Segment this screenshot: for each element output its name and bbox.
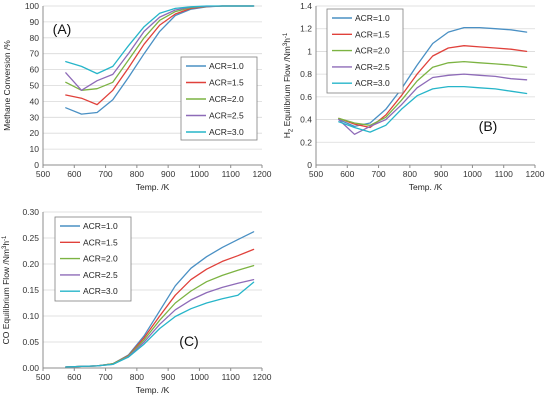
y-tick-label: 0.6 [300,92,312,102]
y-tick-label: 10 [30,144,40,154]
series-line-2 [338,45,528,129]
legend-entry-4: ACR=2.5 [355,62,390,72]
legend-entry-1: ACR=1.0 [83,221,118,231]
y-tick-label: 0.20 [22,259,39,269]
y-tick-label: 1.4 [300,1,312,11]
x-tick-label: 800 [130,169,144,179]
y-tick-label: 80 [30,33,40,43]
chart-panel-2: 500 600 700 800 900 1000 1100 1200 0 0.2 0.4 0.6 0.8… [282,1,545,192]
legend-entry-4: ACR=2.5 [83,270,118,280]
y-tick-label: 60 [30,65,40,75]
legend-entry-2: ACR=1.5 [355,29,390,39]
x-tick-label: 1200 [253,372,272,382]
y-tick-label: 70 [30,49,40,59]
y-tick-label: 1 [307,46,312,56]
legend-entry-1: ACR=1.0 [355,13,390,23]
x-tick-label: 600 [67,169,81,179]
x-tick-label: 1100 [222,169,241,179]
panel-label: (A) [53,21,72,37]
x-tick-label: 900 [161,372,175,382]
y-axis-label-part: -1 [283,32,289,38]
legend-entry-1: ACR=1.0 [209,61,244,71]
y-tick-label: 90 [30,17,40,27]
y-tick-label: 0.15 [22,285,39,295]
legend-entry-5: ACR=3.0 [209,127,244,137]
y-axis-label-part: -1 [2,235,8,241]
y-tick-label: 0.00 [22,363,39,373]
y-axis-label-part: Equilibrium Flow /Nm [282,46,292,129]
x-tick-label: 1000 [190,169,209,179]
x-tick-label: 500 [36,169,50,179]
x-tick-label: 1200 [253,169,272,179]
y-tick-label: 20 [30,128,40,138]
legend-entry-2: ACR=1.5 [209,78,244,88]
legend-entry-3: ACR=2.0 [355,46,390,56]
x-tick-label: 900 [434,169,448,179]
x-tick-label: 1000 [190,372,209,382]
y-axis-label-part: CO Equilibrium Flow /Nm [1,249,11,344]
y-tick-label: 40 [30,96,40,106]
x-tick-label: 800 [130,372,144,382]
y-axis-label-part: H [282,132,292,138]
y-tick-label: 1.2 [300,24,312,34]
series-line-5 [338,85,528,133]
series-line-3 [338,60,528,126]
y-tick-label: 0 [34,160,39,170]
series-line-1 [338,26,528,128]
x-axis-label: Temp. /K [409,182,443,192]
x-tick-label: 500 [309,169,323,179]
chart-panel-1: 500 600 700 800 900 1000 1100 1200 0 10 20 30 40 50 60… [2,1,272,192]
legend-entry-2: ACR=1.5 [83,237,118,247]
legend-entry-5: ACR=3.0 [83,286,118,296]
y-tick-label: 0.2 [300,137,312,147]
y-tick-label: 100 [25,1,39,11]
x-tick-label: 800 [403,169,417,179]
y-axis-label-part: 3 [2,245,8,249]
y-axis-label: Methane Conversion /% [2,40,12,131]
y-tick-label: 30 [30,112,40,122]
series-line-5 [65,5,255,75]
x-tick-label: 500 [36,372,50,382]
y-tick-label: 0 [307,160,312,170]
y-axis-label: H2 Equilibrium Flow /Nm3h-1 [282,32,295,138]
x-tick-label: 1100 [222,372,241,382]
y-tick-label: 0.8 [300,69,312,79]
x-tick-label: 1100 [495,169,514,179]
y-axis-label-part: h [1,241,11,246]
x-tick-label: 1000 [463,169,482,179]
y-tick-label: 0.25 [22,233,39,243]
legend-entry-4: ACR=2.5 [209,111,244,121]
x-tick-label: 1200 [526,169,545,179]
series-line-5 [65,281,255,368]
x-axis-label: Temp. /K [136,182,170,192]
legend-entry-3: ACR=2.0 [83,254,118,264]
y-tick-label: 0.30 [22,207,39,217]
y-axis-label: CO Equilibrium Flow /Nm3h-1 [1,235,11,344]
x-tick-label: 600 [67,372,81,382]
y-axis-label-part: 3 [283,42,289,46]
chart-panel-3: 500 600 700 800 900 1000 1100 1200 0.00 0.05 0.10 0… [1,207,272,395]
x-tick-label: 700 [98,169,112,179]
x-tick-label: 900 [161,169,175,179]
y-tick-label: 0.4 [300,115,312,125]
legend-entry-3: ACR=2.0 [209,94,244,104]
y-tick-label: 0.05 [22,337,39,347]
x-tick-label: 700 [371,169,385,179]
panel-label: (C) [179,333,198,349]
y-tick-label: 50 [30,81,40,91]
y-axis-label-part: h [282,38,292,43]
series-line-4 [338,73,528,135]
y-axis-label-part: 2 [289,128,295,132]
y-tick-label: 0.10 [22,311,39,321]
x-axis-label: Temp. /K [136,385,170,395]
legend-entry-5: ACR=3.0 [355,78,390,88]
x-tick-label: 600 [340,169,354,179]
panel-label: (B) [479,118,498,134]
x-tick-label: 700 [98,372,112,382]
